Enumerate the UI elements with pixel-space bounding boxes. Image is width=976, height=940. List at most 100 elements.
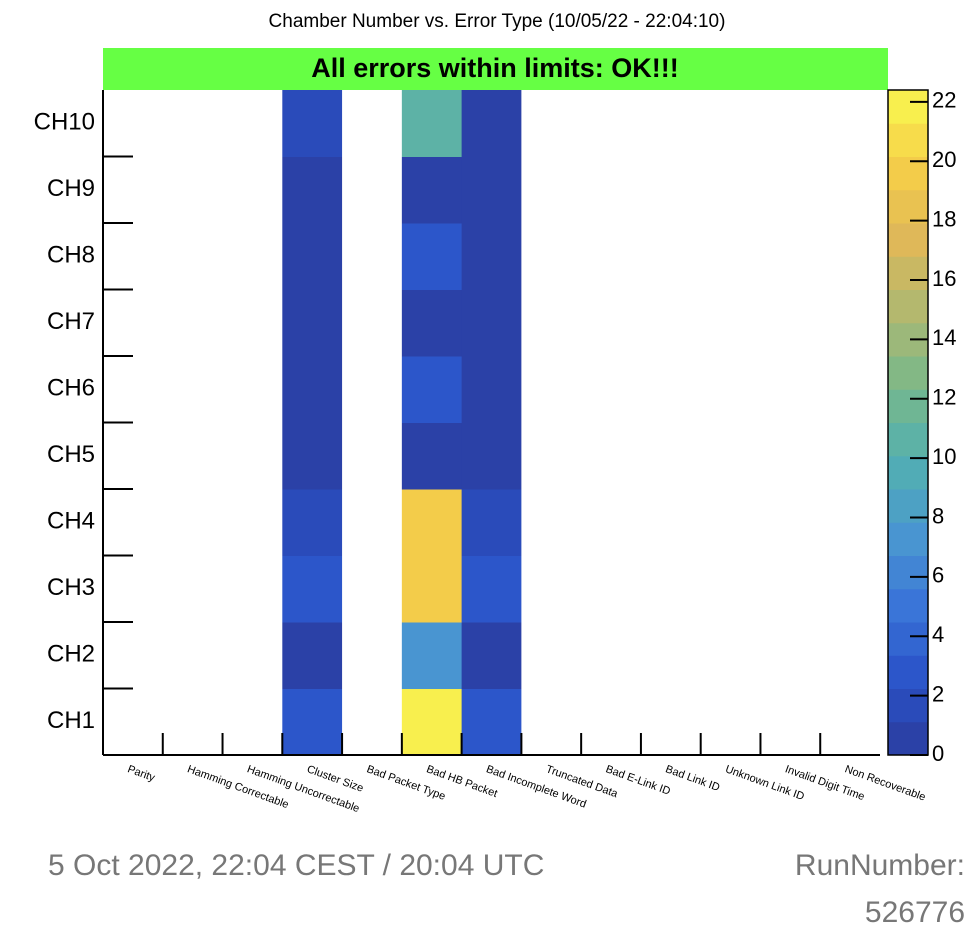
heat-cell (820, 90, 881, 157)
colorbar-tick-label: 4 (932, 622, 944, 647)
colorbar-band (888, 223, 928, 257)
heat-cell (401, 422, 463, 490)
heat-cell (342, 422, 403, 490)
heat-cell (162, 289, 224, 357)
heat-cell (820, 289, 881, 357)
heat-cell (700, 555, 761, 623)
colorbar-band (888, 588, 928, 623)
colorbar-band (888, 289, 928, 324)
y-tick-label: CH3 (47, 574, 95, 601)
heat-cell (162, 422, 224, 490)
heat-cell (700, 223, 761, 290)
footer-date: 5 Oct 2022, 22:04 CEST / 20:04 UTC (48, 849, 544, 882)
heat-cell (162, 90, 224, 157)
heat-cell (342, 90, 403, 157)
heat-cell (401, 90, 463, 157)
heat-cell (461, 622, 522, 689)
heat-cell (103, 489, 164, 556)
heat-cell (700, 90, 761, 157)
heat-cell (162, 555, 224, 623)
heat-cell (282, 156, 343, 224)
heat-cell (760, 356, 821, 423)
heat-cell (103, 422, 164, 490)
heat-cell (401, 489, 463, 556)
heat-cell (162, 156, 224, 224)
heat-cell (640, 90, 702, 157)
colorbar-frame (887, 89, 929, 756)
colorbar-band (888, 655, 928, 689)
heat-cell (581, 688, 642, 756)
heat-cell (103, 555, 164, 623)
heat-cell (820, 555, 881, 623)
heat-cell (401, 356, 463, 423)
heat-cell (521, 622, 582, 689)
heat-cell (760, 422, 821, 490)
heat-cell (700, 688, 761, 756)
colorbar-tick-label: 6 (932, 563, 944, 588)
heat-cell (700, 489, 761, 556)
colorbar-band (888, 90, 928, 124)
colorbar-tick-label: 2 (932, 681, 944, 706)
colorbar-band (888, 389, 928, 423)
heat-cell (760, 90, 821, 157)
heat-cell (342, 223, 403, 290)
colorbar-band (888, 256, 928, 290)
heat-cell (103, 223, 164, 290)
heat-cell (521, 422, 582, 490)
heat-cell (282, 688, 343, 756)
y-tick-label: CH8 (47, 242, 95, 269)
heat-cell (820, 223, 881, 290)
colorbar-band (888, 356, 928, 390)
heat-cell (222, 223, 283, 290)
heat-cell (222, 688, 283, 756)
colorbar-tick-label: 12 (932, 385, 956, 410)
heat-cell (222, 356, 283, 423)
heat-cell (342, 489, 403, 556)
heat-cell (581, 223, 642, 290)
heat-cell (640, 489, 702, 556)
run-label: RunNumber: (795, 849, 965, 882)
heat-cell (401, 223, 463, 290)
colorbar-band (888, 422, 928, 457)
heat-cell (640, 223, 702, 290)
heat-cell (282, 90, 343, 157)
heat-cell (282, 223, 343, 290)
heat-cell (461, 90, 522, 157)
run-number: 526776 (865, 896, 965, 929)
colorbar-tick-label: 16 (932, 266, 956, 291)
colorbar-band (888, 522, 928, 556)
heat-cell (820, 356, 881, 423)
colorbar-tick-label: 18 (932, 206, 956, 231)
heat-cell (222, 156, 283, 224)
heat-cell (521, 223, 582, 290)
heat-cell (103, 289, 164, 357)
heat-cell (103, 622, 164, 689)
heat-cell (700, 289, 761, 357)
heat-cell (222, 555, 283, 623)
heat-cell (162, 356, 224, 423)
heat-cell (521, 688, 582, 756)
heat-cell (820, 688, 881, 756)
colorbar-band (888, 123, 928, 157)
heat-cell (760, 622, 821, 689)
heat-cell (820, 489, 881, 556)
heat-cell (581, 489, 642, 556)
heat-cell (461, 688, 522, 756)
heat-cell (640, 555, 702, 623)
heat-cell (820, 156, 881, 224)
heat-cell (760, 688, 821, 756)
colorbar-tick-label: 22 (932, 88, 956, 113)
heat-cell (700, 422, 761, 490)
heat-cell (640, 356, 702, 423)
heat-cell (222, 622, 283, 689)
x-tick-label: Bad Incomplete Word (484, 763, 587, 810)
heat-cell (401, 688, 463, 756)
heat-cell (282, 489, 343, 556)
heat-cell (401, 156, 463, 224)
status-banner (103, 48, 888, 90)
heat-cell (103, 90, 164, 157)
heat-cell (282, 422, 343, 490)
y-tick-label: CH4 (47, 508, 95, 535)
heat-cell (461, 555, 522, 623)
